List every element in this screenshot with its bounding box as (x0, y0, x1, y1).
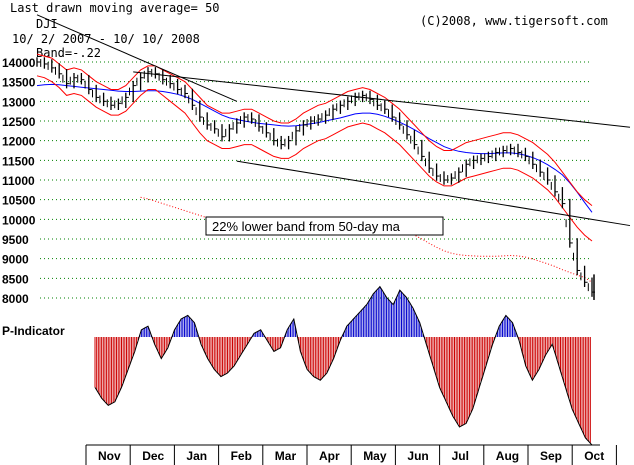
y-tick-label: 13500 (2, 76, 36, 90)
y-tick-label: 10000 (2, 213, 36, 227)
month-axis: Nov Dec Jan Feb Mar Apr May Jun Jul Aug Sep Oct (85, 445, 617, 465)
y-tick-label: 8500 (2, 272, 29, 286)
month-label: Jul (452, 449, 469, 463)
price-series (36, 53, 593, 283)
header-band: Band=-.22 (36, 46, 101, 60)
upper_band-line (36, 53, 593, 206)
month-label: Oct (584, 449, 604, 463)
header-copyright: (C)2008, www.tigersoft.com (420, 14, 608, 28)
upper_trend-extension (591, 122, 631, 128)
annotation-box (205, 216, 444, 236)
month-label: Dec (142, 449, 164, 463)
lower_trend-line (236, 160, 593, 220)
price-bars (36, 57, 595, 300)
y-tick-label: 9000 (2, 253, 29, 267)
header-date-range: 10/ 2/ 2007 - 10/ 10/ 2008 (12, 32, 200, 46)
y-tick-label: 11000 (2, 174, 35, 188)
month-label: May (363, 449, 387, 463)
p-indicator-bars (94, 286, 591, 444)
month-label: Apr (319, 449, 340, 463)
y-tick-label: 12500 (2, 115, 36, 129)
lower_band-line (36, 75, 593, 242)
y-tick-label: 8000 (2, 292, 29, 306)
y-tick-label: 11500 (2, 154, 35, 168)
month-label: Mar (275, 449, 297, 463)
trend-lines (36, 14, 631, 227)
price-y-axis: 14000 13500 13000 12500 12000 11500 11000 10500… (2, 56, 36, 306)
month-label: Jan (186, 449, 207, 463)
y-tick-label: 13000 (2, 95, 36, 109)
annotation-text: 22% lower band from 50-day ma (212, 219, 401, 234)
header-symbol: DJI (36, 17, 58, 31)
lower_22pct_band-line (140, 196, 593, 283)
steep_trend-line (36, 14, 237, 102)
lower_trend-extension (591, 218, 631, 227)
y-tick-label: 9500 (2, 233, 29, 247)
indicator-title: P-Indicator (2, 324, 65, 338)
month-label: Jun (407, 449, 428, 463)
y-tick-label: 14000 (2, 56, 36, 70)
y-tick-label: 10500 (2, 194, 36, 208)
month-label: Nov (98, 449, 121, 463)
month-label: Aug (496, 449, 519, 463)
y-tick-label: 12000 (2, 135, 36, 149)
month-label: Sep (540, 449, 562, 463)
price-grid (40, 61, 592, 299)
p-indicator-line (94, 285, 593, 446)
month-label: Feb (231, 449, 252, 463)
header-note: Last drawn moving average= 50 (10, 1, 220, 15)
